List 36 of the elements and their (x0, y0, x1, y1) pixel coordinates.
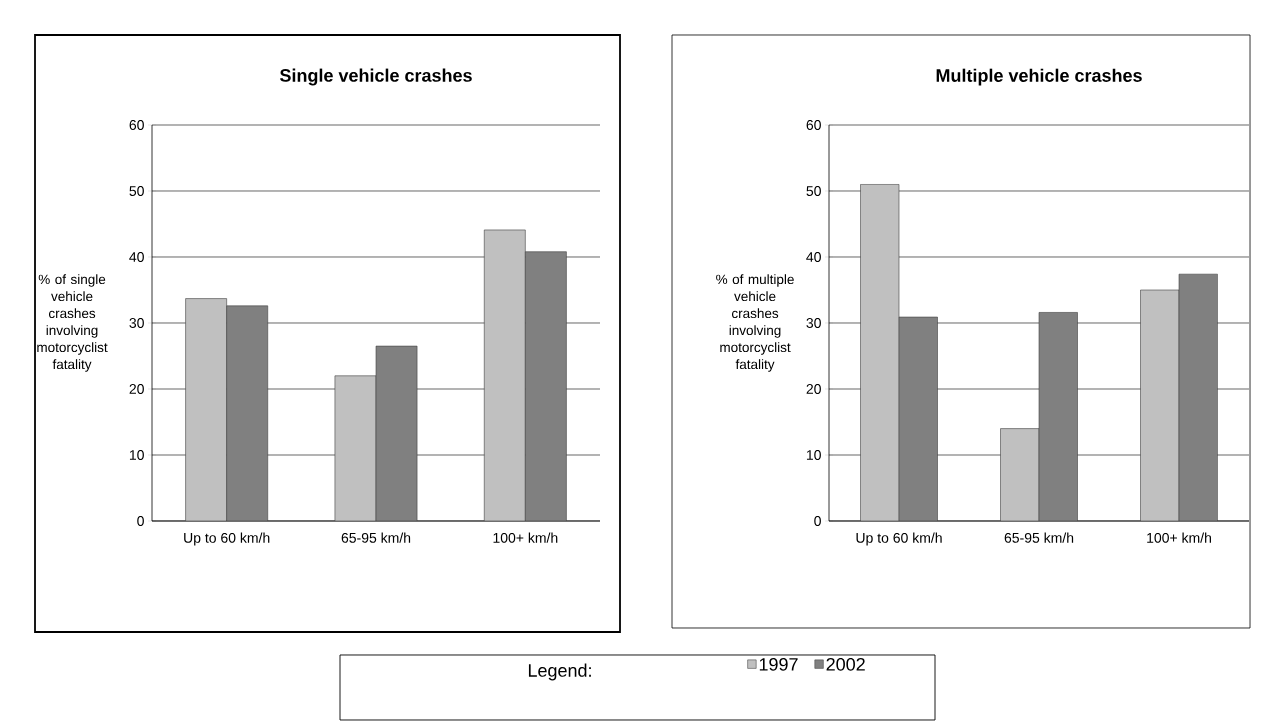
x-tick-label: 65-95 km/h (1004, 532, 1074, 543)
chart-title: Multiple vehicle crashes (936, 68, 1142, 86)
bar (334, 375, 377, 521)
bar (1038, 312, 1078, 521)
x-tick-label: Up to 60 km/h (856, 532, 942, 546)
y-tick-label: 30 (129, 318, 144, 328)
x-tick-label: 65-95 km/h (341, 532, 411, 543)
y-tick-label: 60 (806, 120, 821, 130)
bar (898, 316, 938, 521)
y-tick-label: 60 (129, 120, 144, 130)
legend-label: 2002 (826, 657, 865, 671)
bar (1178, 273, 1218, 521)
bar (1140, 289, 1180, 521)
bar (860, 184, 900, 521)
legend-title: Legend: (528, 663, 591, 681)
x-tick-label: Up to 60 km/h (184, 532, 270, 546)
chart-title: Single vehicle crashes (279, 68, 472, 86)
y-tick-label: 10 (129, 450, 144, 460)
y-tick-label: 0 (814, 516, 821, 526)
y-tick-label: 20 (129, 384, 144, 394)
y-tick-label: 0 (137, 516, 144, 526)
bar (483, 229, 526, 521)
y-tick-label: 40 (129, 252, 144, 262)
y-tick-label: 40 (806, 252, 821, 262)
x-tick-label: 100+ km/h (493, 532, 558, 543)
y-tick-label: 50 (806, 186, 821, 196)
y-axis-title: % of multiple vehicle crashes involving motorcyclist fatality (716, 274, 794, 372)
legend-label: 1997 (759, 657, 798, 671)
bar (1000, 428, 1040, 521)
y-tick-label: 50 (129, 186, 144, 196)
y-axis-title: % of single vehicle crashes involving motorcyclist fatality (37, 274, 108, 372)
y-tick-label: 20 (806, 384, 821, 394)
bar (185, 298, 227, 521)
y-tick-label: 30 (806, 318, 821, 328)
y-tick-label: 10 (806, 450, 821, 460)
x-tick-label: 100+ km/h (1147, 532, 1211, 543)
